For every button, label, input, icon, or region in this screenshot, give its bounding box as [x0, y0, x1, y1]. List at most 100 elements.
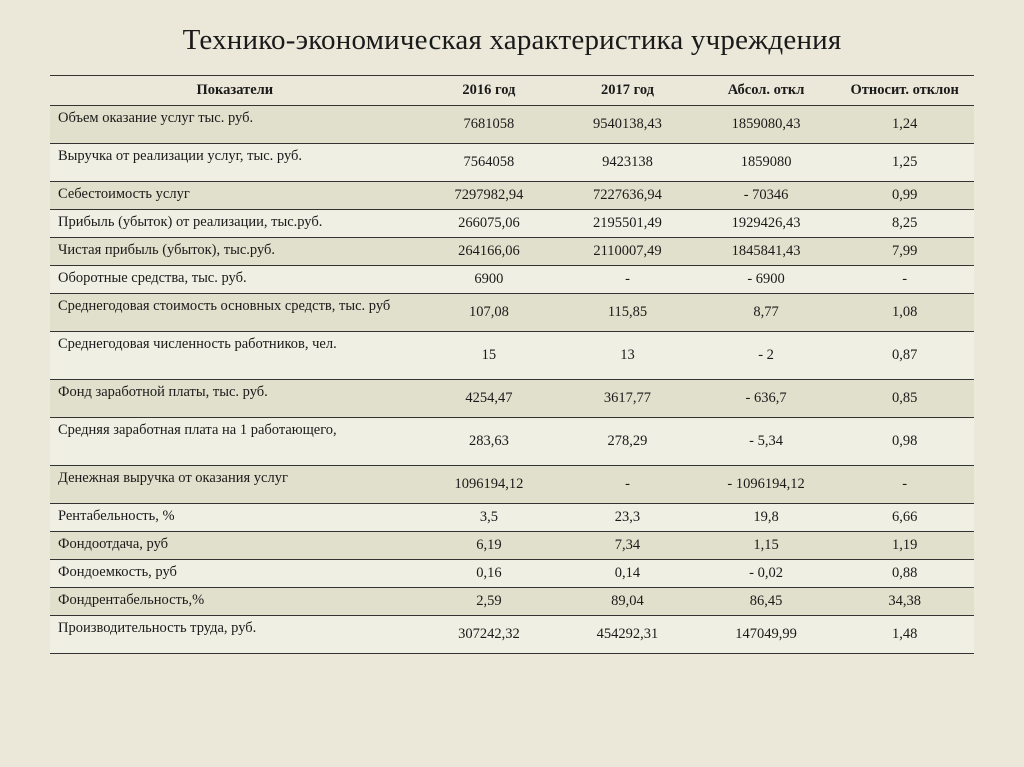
value-cell: - 2: [697, 332, 836, 380]
value-cell: 7297982,94: [420, 182, 559, 210]
col-header-indicator: Показатели: [50, 76, 420, 106]
value-cell: 19,8: [697, 504, 836, 532]
value-cell: 9423138: [558, 144, 697, 182]
value-cell: - 636,7: [697, 380, 836, 418]
table-row: Фондрентабельность,%2,5989,0486,4534,38: [50, 588, 974, 616]
table-row: Рентабельность, %3,523,319,86,66: [50, 504, 974, 532]
value-cell: 4254,47: [420, 380, 559, 418]
table-row: Прибыль (убыток) от реализации, тыс.руб.…: [50, 210, 974, 238]
indicator-cell: Оборотные средства, тыс. руб.: [50, 266, 420, 294]
value-cell: 7,34: [558, 532, 697, 560]
value-cell: 3617,77: [558, 380, 697, 418]
value-cell: 0,85: [835, 380, 974, 418]
value-cell: - 6900: [697, 266, 836, 294]
indicator-cell: Прибыль (убыток) от реализации, тыс.руб.: [50, 210, 420, 238]
value-cell: 1,48: [835, 616, 974, 654]
value-cell: 283,63: [420, 418, 559, 466]
value-cell: -: [558, 266, 697, 294]
value-cell: 89,04: [558, 588, 697, 616]
value-cell: 6,66: [835, 504, 974, 532]
value-cell: - 5,34: [697, 418, 836, 466]
indicator-cell: Производительность труда, руб.: [50, 616, 420, 654]
value-cell: 13: [558, 332, 697, 380]
table-row: Оборотные средства, тыс. руб.6900-- 6900…: [50, 266, 974, 294]
value-cell: 1,08: [835, 294, 974, 332]
table-body: Объем оказание услуг тыс. руб.7681058954…: [50, 106, 974, 654]
table-row: Средняя заработная плата на 1 работающег…: [50, 418, 974, 466]
value-cell: 7,99: [835, 238, 974, 266]
value-cell: 0,98: [835, 418, 974, 466]
value-cell: 0,14: [558, 560, 697, 588]
page-title: Технико-экономическая характеристика учр…: [50, 24, 974, 57]
value-cell: - 1096194,12: [697, 466, 836, 504]
value-cell: 6,19: [420, 532, 559, 560]
value-cell: - 0,02: [697, 560, 836, 588]
value-cell: 0,87: [835, 332, 974, 380]
value-cell: 1,25: [835, 144, 974, 182]
value-cell: 8,77: [697, 294, 836, 332]
col-header-2017: 2017 год: [558, 76, 697, 106]
value-cell: 8,25: [835, 210, 974, 238]
value-cell: 2195501,49: [558, 210, 697, 238]
col-header-abs: Абсол. откл: [697, 76, 836, 106]
value-cell: 1859080,43: [697, 106, 836, 144]
table-header-row: Показатели 2016 год 2017 год Абсол. откл…: [50, 76, 974, 106]
table-row: Чистая прибыль (убыток), тыс.руб.264166,…: [50, 238, 974, 266]
table-row: Фонд заработной платы, тыс. руб.4254,473…: [50, 380, 974, 418]
value-cell: 1096194,12: [420, 466, 559, 504]
value-cell: 307242,32: [420, 616, 559, 654]
indicator-cell: Себестоимость услуг: [50, 182, 420, 210]
col-header-rel: Относит. отклон: [835, 76, 974, 106]
value-cell: - 70346: [697, 182, 836, 210]
value-cell: 86,45: [697, 588, 836, 616]
table-row: Среднегодовая стоимость основных средств…: [50, 294, 974, 332]
table-row: Денежная выручка от оказания услуг109619…: [50, 466, 974, 504]
value-cell: 7564058: [420, 144, 559, 182]
value-cell: 34,38: [835, 588, 974, 616]
indicator-cell: Средняя заработная плата на 1 работающег…: [50, 418, 420, 466]
indicator-cell: Объем оказание услуг тыс. руб.: [50, 106, 420, 144]
value-cell: 1929426,43: [697, 210, 836, 238]
value-cell: 0,99: [835, 182, 974, 210]
value-cell: 23,3: [558, 504, 697, 532]
value-cell: 0,16: [420, 560, 559, 588]
value-cell: 454292,31: [558, 616, 697, 654]
value-cell: 7227636,94: [558, 182, 697, 210]
value-cell: -: [558, 466, 697, 504]
indicator-cell: Фондрентабельность,%: [50, 588, 420, 616]
table-row: Среднегодовая численность работников, че…: [50, 332, 974, 380]
indicator-cell: Фондоотдача, руб: [50, 532, 420, 560]
table-row: Себестоимость услуг7297982,947227636,94-…: [50, 182, 974, 210]
value-cell: 9540138,43: [558, 106, 697, 144]
indicator-cell: Выручка от реализации услуг, тыс. руб.: [50, 144, 420, 182]
indicator-cell: Среднегодовая стоимость основных средств…: [50, 294, 420, 332]
table-row: Объем оказание услуг тыс. руб.7681058954…: [50, 106, 974, 144]
value-cell: 1,24: [835, 106, 974, 144]
value-cell: 3,5: [420, 504, 559, 532]
value-cell: 266075,06: [420, 210, 559, 238]
value-cell: 1845841,43: [697, 238, 836, 266]
value-cell: 147049,99: [697, 616, 836, 654]
indicator-cell: Фондоемкость, руб: [50, 560, 420, 588]
value-cell: 1,15: [697, 532, 836, 560]
value-cell: 0,88: [835, 560, 974, 588]
value-cell: 2,59: [420, 588, 559, 616]
value-cell: -: [835, 266, 974, 294]
indicator-cell: Чистая прибыль (убыток), тыс.руб.: [50, 238, 420, 266]
value-cell: 2110007,49: [558, 238, 697, 266]
indicator-cell: Рентабельность, %: [50, 504, 420, 532]
table-row: Производительность труда, руб.307242,324…: [50, 616, 974, 654]
value-cell: 7681058: [420, 106, 559, 144]
col-header-2016: 2016 год: [420, 76, 559, 106]
table-row: Выручка от реализации услуг, тыс. руб.75…: [50, 144, 974, 182]
table-row: Фондоотдача, руб6,197,341,151,19: [50, 532, 974, 560]
value-cell: 6900: [420, 266, 559, 294]
value-cell: 264166,06: [420, 238, 559, 266]
value-cell: 1,19: [835, 532, 974, 560]
indicator-cell: Денежная выручка от оказания услуг: [50, 466, 420, 504]
value-cell: -: [835, 466, 974, 504]
value-cell: 278,29: [558, 418, 697, 466]
value-cell: 107,08: [420, 294, 559, 332]
value-cell: 15: [420, 332, 559, 380]
indicator-cell: Среднегодовая численность работников, че…: [50, 332, 420, 380]
